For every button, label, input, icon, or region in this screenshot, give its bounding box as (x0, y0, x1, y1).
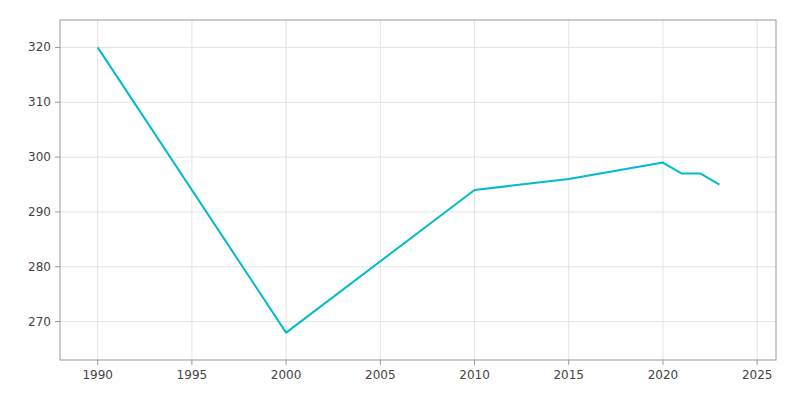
y-tick-label: 310 (28, 95, 51, 109)
y-grid-line (60, 47, 776, 48)
x-tick-label: 2000 (271, 368, 302, 382)
population-line (98, 47, 720, 332)
y-tick-label: 320 (28, 40, 51, 54)
y-tick (55, 157, 60, 158)
y-tick-label: 270 (28, 315, 51, 329)
grid (60, 20, 776, 360)
x-tick (191, 360, 192, 365)
y-grid-line (60, 321, 776, 322)
axes: 1990 1995 2000 2005 2010 2015 2020 2025 270 280 29… (28, 40, 772, 382)
x-tick-label: 1990 (82, 368, 113, 382)
x-grid-line (380, 20, 381, 360)
y-tick (55, 102, 60, 103)
y-grid-line (60, 102, 776, 103)
x-grid-line (757, 20, 758, 360)
y-grid-line (60, 157, 776, 158)
x-tick-label: 2025 (742, 368, 773, 382)
chart-svg: 1990 1995 2000 2005 2010 2015 2020 2025 270 280 29… (0, 0, 800, 400)
x-tick-label: 2020 (648, 368, 679, 382)
x-tick (97, 360, 98, 365)
x-tick (380, 360, 381, 365)
x-grid-line (97, 20, 98, 360)
y-tick (55, 321, 60, 322)
y-grid-line (60, 266, 776, 267)
x-tick (286, 360, 287, 365)
x-tick-label: 2015 (553, 368, 584, 382)
x-grid-line (568, 20, 569, 360)
x-tick-label: 1995 (177, 368, 208, 382)
y-tick (55, 47, 60, 48)
x-tick (568, 360, 569, 365)
chart-container: 1990 1995 2000 2005 2010 2015 2020 2025 270 280 29… (0, 0, 800, 400)
plot-area (98, 47, 720, 332)
x-grid-line (662, 20, 663, 360)
x-tick (757, 360, 758, 365)
x-tick (474, 360, 475, 365)
x-tick-label: 2010 (459, 368, 490, 382)
y-tick-label: 300 (28, 150, 51, 164)
x-tick (662, 360, 663, 365)
y-tick-label: 290 (28, 205, 51, 219)
y-tick-label: 280 (28, 260, 51, 274)
y-tick (55, 266, 60, 267)
x-grid-line (286, 20, 287, 360)
y-tick (55, 211, 60, 212)
x-tick-label: 2005 (365, 368, 396, 382)
plot-frame (60, 20, 776, 360)
y-grid-line (60, 211, 776, 212)
